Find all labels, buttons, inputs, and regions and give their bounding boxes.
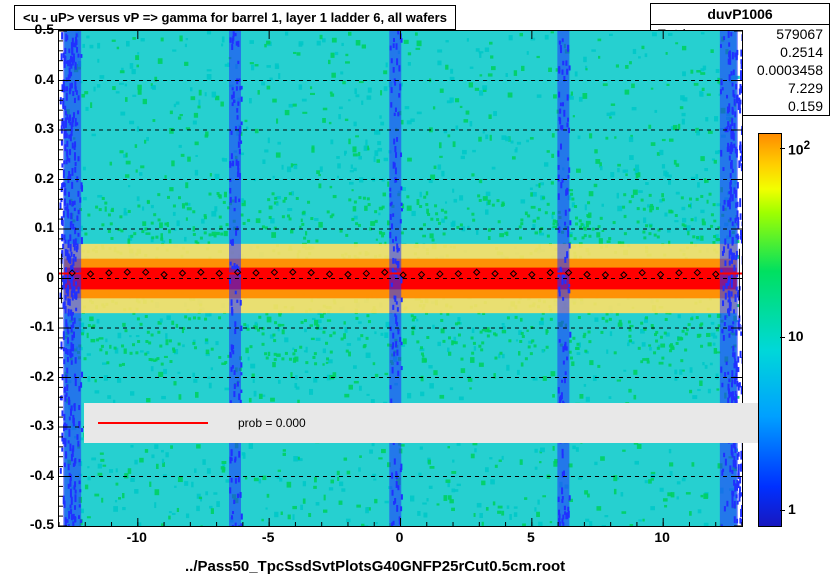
x-tick-label: -10: [117, 529, 157, 545]
plot-title-text: <u - uP> versus vP => gamma for barrel 1…: [23, 10, 447, 25]
color-scale-bar: [758, 133, 782, 527]
x-tick-label: 10: [642, 529, 682, 545]
stats-name: duvP1006: [651, 4, 829, 25]
colorbar-tick-label: 1: [788, 501, 796, 517]
stats-value: 0.159: [788, 98, 823, 114]
footer-filename: ../Pass50_TpcSsdSvtPlotsG40GNFP25rCut0.5…: [185, 558, 565, 575]
stats-value: 7.229: [788, 80, 823, 96]
heatmap-plot: [58, 30, 743, 527]
stats-value: 579067: [776, 26, 823, 42]
stats-value: 0.2514: [780, 44, 823, 60]
y-tick-label: 0.4: [14, 71, 54, 87]
y-tick-label: -0.4: [14, 467, 54, 483]
y-tick-label: -0.2: [14, 368, 54, 384]
colorbar-tick-label: 102: [788, 139, 810, 158]
legend-fit-line: [98, 422, 208, 424]
y-tick-label: 0.5: [14, 21, 54, 37]
y-tick-label: -0.3: [14, 417, 54, 433]
legend-box: prob = 0.000: [84, 403, 772, 443]
y-tick-label: 0: [14, 269, 54, 285]
y-tick-label: 0.2: [14, 170, 54, 186]
y-tick-label: -0.1: [14, 318, 54, 334]
x-tick-label: 0: [380, 529, 420, 545]
x-tick-label: -5: [248, 529, 288, 545]
x-tick-label: 5: [511, 529, 551, 545]
y-tick-label: 0.3: [14, 120, 54, 136]
plot-title-box: <u - uP> versus vP => gamma for barrel 1…: [14, 5, 456, 30]
y-tick-label: 0.1: [14, 219, 54, 235]
y-tick-label: -0.5: [14, 516, 54, 532]
stats-value: 0.0003458: [757, 62, 823, 78]
colorbar-tick-label: 10: [788, 328, 804, 344]
legend-prob-text: prob = 0.000: [238, 416, 306, 430]
